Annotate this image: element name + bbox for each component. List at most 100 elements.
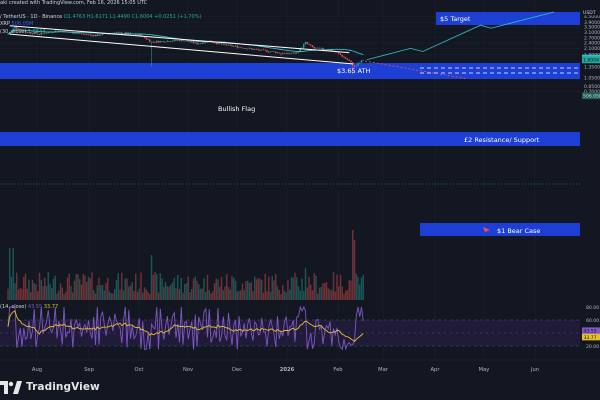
candle-body	[247, 48, 249, 50]
candle-body	[290, 53, 293, 54]
volume-bar	[70, 286, 72, 300]
price-axis[interactable]	[580, 0, 600, 360]
volume-bar	[117, 273, 119, 300]
volume-bar	[250, 282, 252, 300]
candle-body	[352, 62, 354, 66]
volume-bar	[7, 288, 9, 300]
volume-bar	[336, 274, 338, 300]
volume-bar	[348, 280, 350, 300]
candle-body	[37, 33, 39, 35]
volume-bar	[72, 292, 74, 300]
volume-bar	[38, 272, 41, 300]
volume-bar	[240, 290, 242, 300]
volume-bar	[203, 278, 205, 300]
volume-bar	[247, 280, 249, 300]
candle-body	[189, 41, 191, 43]
volume-bar	[212, 291, 214, 300]
candle-body	[303, 44, 305, 48]
volume-bar	[198, 284, 200, 300]
volume-bar	[103, 290, 105, 300]
y-tick-label: 3.5000	[584, 25, 600, 31]
candle-body	[166, 40, 168, 42]
candle-body	[275, 51, 277, 54]
volume-bar	[56, 293, 58, 300]
x-tick-label: Mar	[378, 367, 389, 373]
candle-body	[77, 33, 79, 34]
candle-body	[101, 33, 104, 36]
target-box	[436, 12, 580, 25]
candle-body	[236, 45, 238, 48]
volume-bar	[107, 277, 109, 300]
volume-bar	[205, 291, 207, 300]
candle-body	[145, 37, 147, 40]
candle-body	[128, 32, 130, 34]
candle-body	[250, 48, 252, 49]
volume-bar	[227, 287, 230, 300]
volume-bar	[142, 292, 144, 300]
volume-bar	[224, 286, 226, 300]
candle-body	[161, 41, 163, 42]
volume-bar	[213, 283, 216, 300]
candle-body	[301, 47, 303, 49]
x-tick-label: Jun	[530, 367, 539, 373]
candle-body	[117, 32, 119, 33]
rsi-ma-value: 33.77	[43, 304, 59, 310]
symbol-line: / TetherUS · 1D · Binance O1.4763 H1.617…	[0, 14, 201, 20]
candle-body	[135, 34, 137, 35]
y-tick-label: 1.0500	[584, 75, 600, 81]
volume-bar	[233, 277, 235, 300]
volume-bar	[173, 277, 175, 300]
volume-bar	[147, 291, 149, 300]
volume-bar	[170, 284, 172, 300]
candle-body	[280, 53, 282, 54]
volume-bar	[243, 290, 245, 300]
volume-bar	[126, 278, 128, 300]
tradingview-logo[interactable]: TradingView	[0, 379, 100, 395]
candle-body	[126, 32, 128, 34]
candle-body	[264, 49, 266, 51]
candle-body	[23, 30, 25, 32]
candle-body	[7, 34, 9, 35]
volume-bar	[297, 286, 300, 300]
price-tag	[582, 56, 600, 64]
candle-body	[231, 45, 233, 47]
candle-body	[346, 58, 349, 60]
x-tick-label: Nov	[183, 367, 193, 373]
rsi-line	[7, 305, 364, 351]
candle-body	[283, 53, 286, 54]
volume-bar	[331, 290, 333, 300]
candle-body	[357, 63, 359, 66]
candle-body	[348, 59, 350, 61]
flag-upper-line	[9, 25, 350, 54]
volume-bar	[320, 287, 322, 300]
y-tick-label: 0.7600	[584, 89, 600, 95]
candle-body	[65, 31, 67, 32]
candle-body	[94, 35, 97, 37]
candle-body	[289, 53, 291, 55]
candle-body	[297, 51, 300, 53]
candle-body	[185, 40, 188, 42]
volume-bar	[208, 289, 210, 300]
volume-bar	[234, 280, 237, 300]
price-tag-label: USDT	[583, 10, 596, 16]
volume-bar	[189, 292, 191, 300]
volume-bar	[196, 281, 198, 300]
candle-body	[240, 47, 242, 48]
volume-bar	[52, 278, 55, 300]
candle-body	[45, 33, 48, 34]
volume-bar	[16, 272, 18, 300]
candle-body	[138, 34, 140, 36]
volume-bar	[17, 289, 20, 300]
volume-line: XRP 506.05M	[0, 21, 33, 27]
volume-bar	[283, 290, 286, 300]
candle-body	[150, 41, 153, 43]
volume-bar	[301, 278, 303, 300]
volume-bar	[325, 282, 328, 300]
candle-body	[217, 42, 219, 44]
y-tick-label: 2.7000	[584, 36, 600, 42]
volume-bar	[42, 286, 44, 300]
candle-body	[285, 52, 287, 54]
bear-label: $1 Bear Case	[497, 227, 540, 235]
volume-bar	[171, 282, 174, 300]
